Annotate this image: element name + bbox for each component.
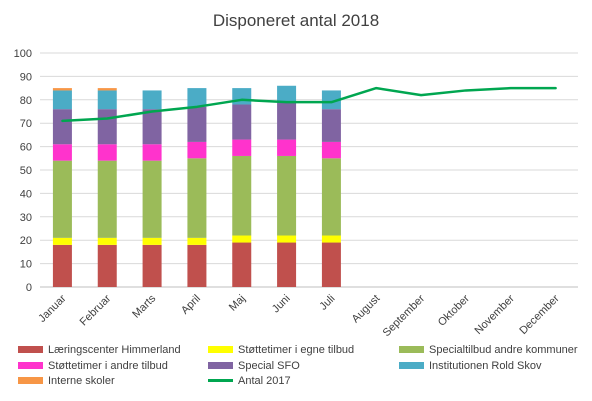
- bar-special-sfo-juli: [321, 109, 341, 142]
- y-tick-label-10: 10: [20, 259, 32, 271]
- bar-laeringscenter-himmerland-april: [187, 244, 207, 287]
- bar-specialtilbud-andre-kommuner-april: [187, 158, 207, 238]
- x-tick-label-september: September: [381, 292, 428, 339]
- bar-stoettetimer-i-egne-tilbud-juni: [277, 235, 297, 243]
- legend-label-stoettetimer-i-andre-tilbud: Støttetimer i andre tilbud: [48, 360, 168, 372]
- x-tick-label-oktober: Oktober: [436, 292, 472, 328]
- bar-stoettetimer-i-egne-tilbud-juli: [321, 235, 341, 243]
- bar-specialtilbud-andre-kommuner-juni: [277, 155, 297, 236]
- bar-laeringscenter-himmerland-maj: [232, 242, 252, 287]
- bar-special-sfo-juni: [277, 102, 297, 140]
- legend-swatch-interne-skoler: [18, 377, 43, 384]
- bar-stoettetimer-i-egne-tilbud-februar: [97, 237, 117, 245]
- bar-interne-skoler-januar: [52, 88, 72, 91]
- bar-institutionen-rold-skov-juli: [321, 90, 341, 110]
- bar-institutionen-rold-skov-juni: [277, 85, 297, 103]
- bar-laeringscenter-himmerland-februar: [97, 244, 117, 287]
- bar-special-sfo-januar: [52, 109, 72, 145]
- legend-label-interne-skoler: Interne skoler: [48, 375, 115, 387]
- legend-label-laeringscenter-himmerland: Læringscenter Himmerland: [48, 344, 181, 356]
- bar-specialtilbud-andre-kommuner-juli: [321, 158, 341, 236]
- legend-swatch-stoettetimer-i-andre-tilbud: [18, 362, 43, 369]
- legend-swatch-stoettetimer-i-egne-tilbud: [208, 346, 233, 353]
- chart-title: Disponeret antal 2018: [213, 11, 379, 30]
- bar-institutionen-rold-skov-april: [187, 88, 207, 107]
- bar-stoettetimer-i-andre-tilbud-maj: [232, 139, 252, 156]
- bar-stoettetimer-i-egne-tilbud-april: [187, 237, 207, 245]
- x-tick-label-januar: Januar: [36, 292, 69, 325]
- bar-stoettetimer-i-egne-tilbud-januar: [52, 237, 72, 245]
- bar-laeringscenter-himmerland-januar: [52, 244, 72, 287]
- x-axis: Januar Februar Marts April Maj Juni Juli August…: [36, 292, 562, 339]
- x-tick-label-april: April: [179, 293, 203, 317]
- legend-item-specialtilbud-andre-kommuner: Specialtilbud andre kommuner: [399, 344, 578, 356]
- legend-label-institutionen-rold-skov: Institutionen Rold Skov: [429, 360, 542, 372]
- bar-institutionen-rold-skov-januar: [52, 90, 72, 110]
- bar-institutionen-rold-skov-marts: [142, 90, 162, 110]
- legend-swatch-special-sfo: [208, 362, 233, 369]
- bars: [52, 85, 341, 287]
- legend-swatch-specialtilbud-andre-kommuner: [399, 346, 424, 353]
- y-tick-label-40: 40: [20, 188, 32, 200]
- bar-specialtilbud-andre-kommuner-februar: [97, 160, 117, 238]
- x-tick-label-februar: Februar: [78, 292, 114, 328]
- bar-specialtilbud-andre-kommuner-marts: [142, 160, 162, 238]
- y-tick-label-70: 70: [20, 118, 32, 130]
- bar-stoettetimer-i-andre-tilbud-juli: [321, 141, 341, 159]
- bar-stoettetimer-i-egne-tilbud-maj: [232, 235, 252, 243]
- y-axis: 0 10 20 30 40 50 60 70 80 90 100: [14, 48, 32, 294]
- x-tick-label-marts: Marts: [130, 292, 158, 320]
- bar-special-sfo-februar: [97, 109, 117, 145]
- x-tick-label-august: August: [350, 293, 383, 326]
- y-tick-label-20: 20: [20, 235, 32, 247]
- bar-stoettetimer-i-andre-tilbud-marts: [142, 144, 162, 161]
- bar-special-sfo-marts: [142, 109, 162, 145]
- x-tick-label-maj: Maj: [227, 293, 248, 314]
- legend-item-stoettetimer-i-egne-tilbud: Støttetimer i egne tilbud: [208, 344, 354, 356]
- bar-special-sfo-april: [187, 106, 207, 142]
- legend: Læringscenter Himmerland Støttetimer i eg…: [18, 344, 578, 387]
- line-antal-2017: [61, 86, 557, 123]
- bar-stoettetimer-i-andre-tilbud-juni: [277, 139, 297, 156]
- x-tick-label-juli: Juli: [317, 293, 337, 313]
- y-tick-label-0: 0: [26, 282, 32, 294]
- legend-item-special-sfo: Special SFO: [208, 360, 300, 372]
- bar-special-sfo-maj: [232, 104, 252, 140]
- y-tick-label-80: 80: [20, 95, 32, 107]
- x-tick-label-juni: Juni: [270, 293, 293, 316]
- x-tick-label-november: November: [473, 292, 518, 337]
- legend-label-specialtilbud-andre-kommuner: Specialtilbud andre kommuner: [429, 344, 578, 356]
- bar-stoettetimer-i-andre-tilbud-februar: [97, 144, 117, 161]
- bar-laeringscenter-himmerland-juni: [277, 242, 297, 287]
- line-series: [61, 86, 557, 123]
- bar-interne-skoler-februar: [97, 88, 117, 91]
- bar-laeringscenter-himmerland-juli: [321, 242, 341, 287]
- legend-swatch-institutionen-rold-skov: [399, 362, 424, 369]
- legend-item-institutionen-rold-skov: Institutionen Rold Skov: [399, 360, 542, 372]
- y-tick-label-60: 60: [20, 142, 32, 154]
- y-tick-label-90: 90: [20, 71, 32, 83]
- legend-label-antal-2017: Antal 2017: [238, 375, 291, 387]
- bar-laeringscenter-himmerland-marts: [142, 244, 162, 287]
- bar-institutionen-rold-skov-februar: [97, 90, 117, 110]
- legend-item-interne-skoler: Interne skoler: [18, 375, 115, 387]
- legend-label-stoettetimer-i-egne-tilbud: Støttetimer i egne tilbud: [238, 344, 354, 356]
- legend-label-special-sfo: Special SFO: [238, 360, 300, 372]
- y-tick-label-30: 30: [20, 212, 32, 224]
- y-tick-label-50: 50: [20, 165, 32, 177]
- legend-item-laeringscenter-himmerland: Læringscenter Himmerland: [18, 344, 181, 356]
- legend-item-stoettetimer-i-andre-tilbud: Støttetimer i andre tilbud: [18, 360, 168, 372]
- bar-stoettetimer-i-egne-tilbud-marts: [142, 237, 162, 245]
- legend-swatch-laeringscenter-himmerland: [18, 346, 43, 353]
- y-tick-label-100: 100: [14, 48, 32, 60]
- legend-item-antal-2017: Antal 2017: [208, 375, 291, 387]
- bar-stoettetimer-i-andre-tilbud-april: [187, 141, 207, 159]
- bar-specialtilbud-andre-kommuner-maj: [232, 155, 252, 236]
- bar-specialtilbud-andre-kommuner-januar: [52, 160, 72, 238]
- gridlines: [40, 52, 578, 288]
- x-tick-label-december: December: [517, 292, 562, 337]
- bar-stoettetimer-i-andre-tilbud-januar: [52, 144, 72, 161]
